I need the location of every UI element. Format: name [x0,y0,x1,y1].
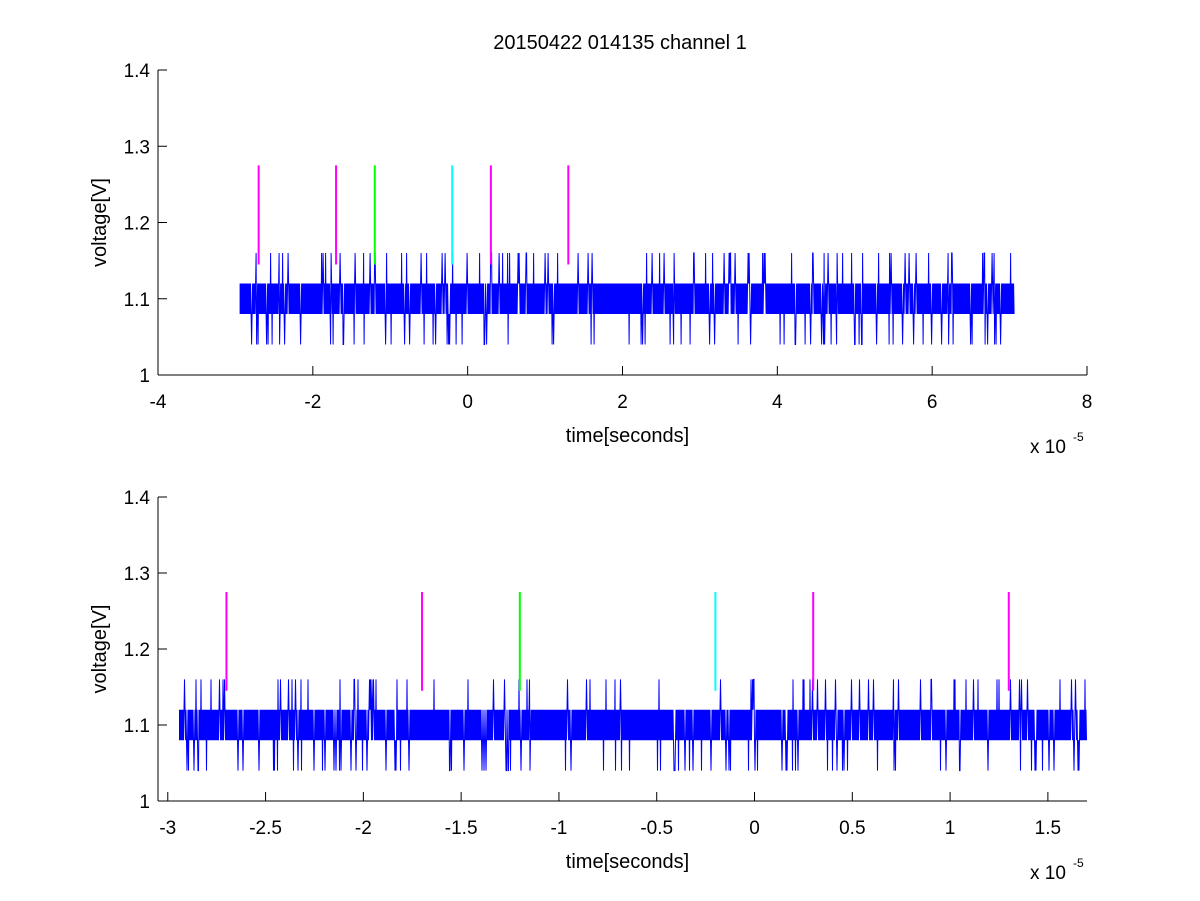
top-xtick-label-1: -2 [304,392,321,413]
bottom-xtick-label-2: -2 [355,818,372,839]
top-plot: -4 -2 0 2 4 6 8 1 1.1 1.2 1.3 1.4 time[seconds] volta… [89,61,1092,458]
bottom-ytick-label-4: 1.4 [124,488,151,509]
bottom-series-line-0 [179,678,1087,772]
bottom-ytick-label-3: 1.3 [124,564,150,585]
bottom-xtick-label-3: -1.5 [445,818,478,839]
bottom-plot: -3 -2.5 -2 -1.5 -1 -0.5 0 0.5 1 1.5 1 1.1 1.2 1.3 1.4 t… [89,488,1087,884]
bottom-ylabel: voltage[V] [89,605,111,694]
bottom-xtick-label-6: 0 [749,818,760,839]
top-ytick-label-2: 1.2 [124,214,150,235]
top-ytick-label-3: 1.3 [124,137,150,158]
bottom-xtick-label-9: 1.5 [1035,818,1061,839]
bottom-xtick-label-7: 0.5 [839,818,865,839]
bottom-xtick-label-5: -0.5 [640,818,673,839]
bottom-x-multiplier-exponent: -5 [1073,856,1084,870]
top-ytick-label-0: 1 [139,366,150,387]
top-xtick-label-6: 8 [1082,392,1093,413]
top-series-line-0 [239,252,1015,345]
bottom-xtick-label-1: -2.5 [249,818,282,839]
top-x-multiplier-exponent: -5 [1073,430,1084,444]
top-xtick-label-5: 6 [927,392,938,413]
top-xtick-label-0: -4 [150,392,167,413]
bottom-ytick-label-0: 1 [139,792,150,813]
top-ytick-label-4: 1.4 [124,61,151,82]
top-x-multiplier: x 10 [1030,437,1066,458]
bottom-x-multiplier: x 10 [1030,863,1066,884]
bottom-xlabel: time[seconds] [566,851,689,873]
bottom-xtick-label-4: -1 [550,818,567,839]
top-xtick-label-4: 4 [772,392,783,413]
top-ylabel: voltage[V] [89,178,111,267]
bottom-xtick-label-8: 1 [945,818,956,839]
top-xtick-label-3: 2 [617,392,628,413]
top-xtick-label-2: 0 [462,392,473,413]
top-ytick-label-1: 1.1 [124,290,150,311]
figure-title: 20150422 014135 channel 1 [493,32,747,54]
bottom-ytick-label-2: 1.2 [124,640,150,661]
bottom-ytick-label-1: 1.1 [124,716,150,737]
bottom-xtick-label-0: -3 [159,818,176,839]
top-xlabel: time[seconds] [566,425,689,447]
